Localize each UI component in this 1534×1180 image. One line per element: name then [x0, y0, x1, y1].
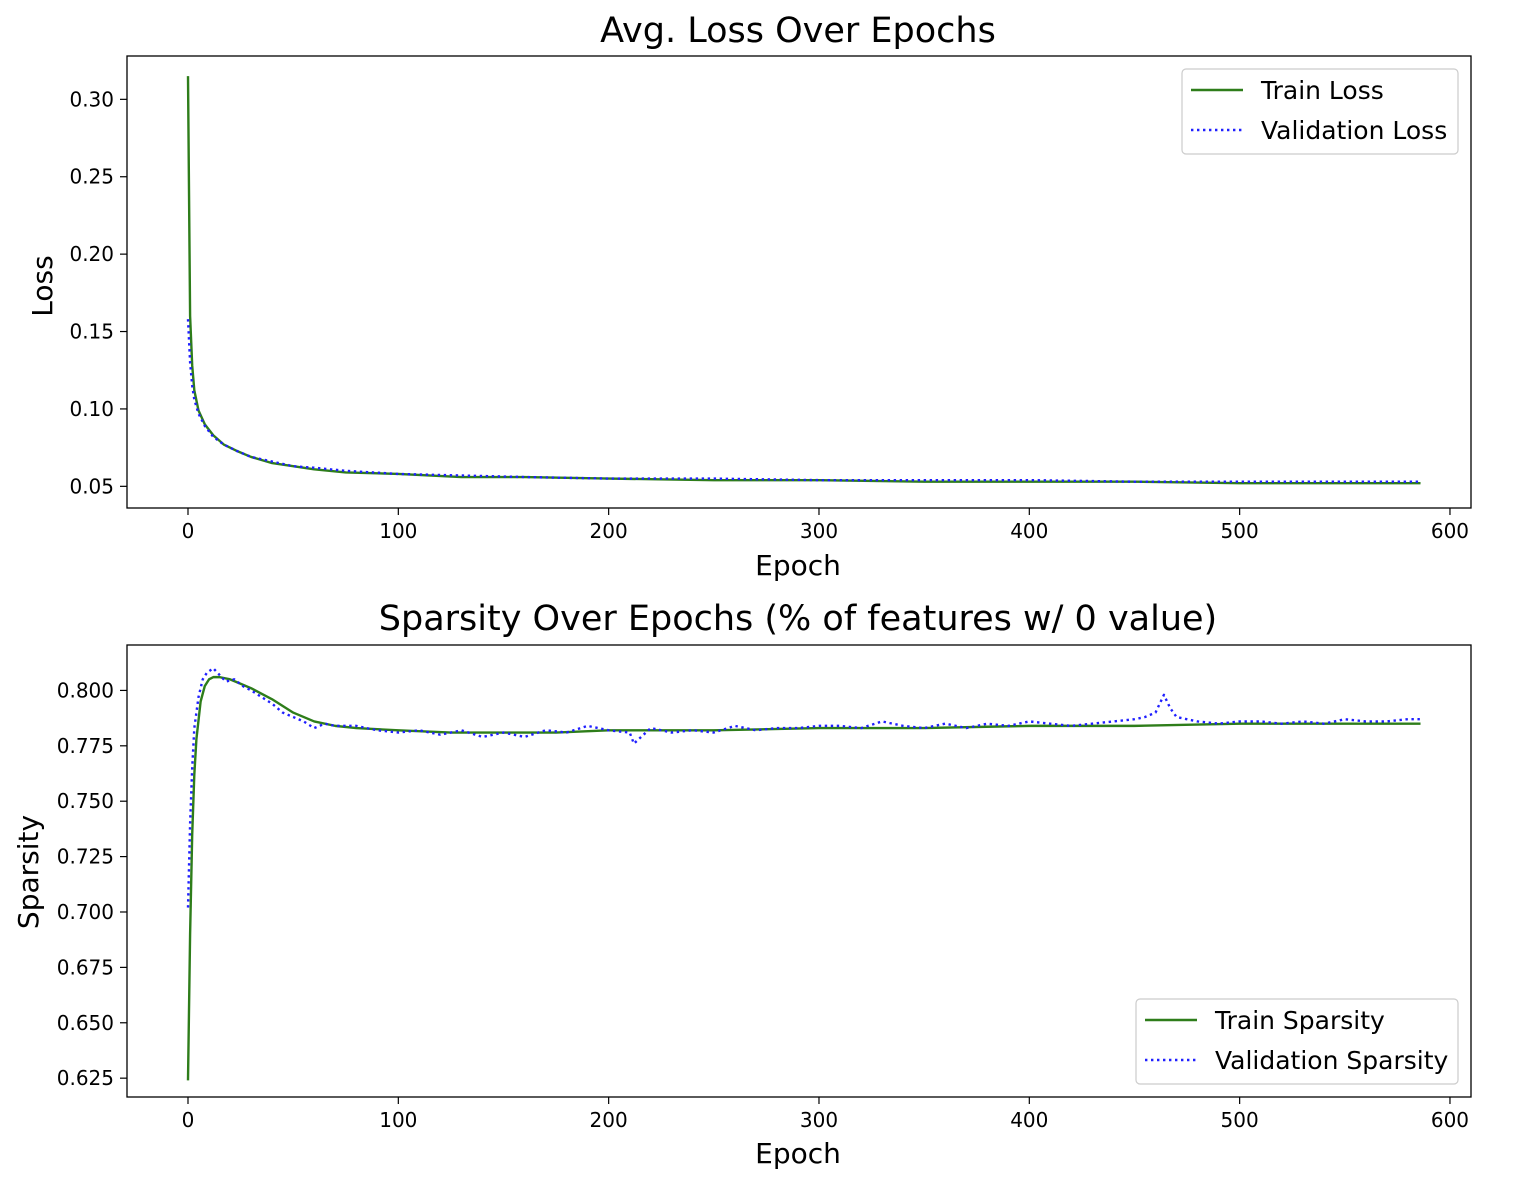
- loss-chart: Avg. Loss Over Epochs 0 100 200 300 400 500 60…: [26, 11, 1472, 582]
- loss-series-validation-line: [186, 319, 1421, 483]
- sparsity-y-tick-label: 0.775: [57, 734, 114, 758]
- sparsity-chart: Sparsity Over Epochs (% of features w/ 0…: [12, 599, 1472, 1170]
- sparsity-axes-frame: [126, 644, 1472, 1098]
- loss-legend-label: Validation Loss: [1261, 116, 1447, 145]
- loss-chart-title: Avg. Loss Over Epochs: [600, 11, 996, 51]
- sparsity-legend-label: Validation Sparsity: [1215, 1046, 1449, 1075]
- loss-y-tick-label: 0.25: [69, 165, 114, 189]
- loss-legend-label: Train Loss: [1260, 76, 1384, 105]
- sparsity-legend-box: [1135, 998, 1459, 1085]
- sparsity-legend: Train Sparsity Validation Sparsity: [1135, 998, 1459, 1085]
- sparsity-legend-label: Train Sparsity: [1214, 1006, 1385, 1035]
- sparsity-y-tick-label: 0.625: [57, 1066, 114, 1090]
- sparsity-series-validation-line: [186, 667, 1421, 908]
- sparsity-x-axis-label: Epoch: [755, 1137, 841, 1170]
- loss-y-axis: 0.05 0.10 0.15 0.20 0.25 0.30: [69, 87, 127, 498]
- loss-y-tick-label: 0.20: [69, 242, 114, 266]
- sparsity-x-tick-label: 100: [379, 1108, 417, 1132]
- sparsity-y-tick-label: 0.700: [57, 900, 114, 924]
- sparsity-y-tick-label: 0.725: [57, 845, 114, 869]
- loss-x-axis-label: Epoch: [755, 549, 841, 582]
- loss-x-tick-label: 100: [379, 519, 417, 543]
- sparsity-chart-title: Sparsity Over Epochs (% of features w/ 0…: [379, 599, 1217, 639]
- loss-series-train-line: [186, 76, 1421, 485]
- sparsity-x-axis: 0 100 200 300 400 500 600: [182, 1097, 1469, 1132]
- loss-axes-frame: [126, 55, 1472, 509]
- sparsity-x-tick-label: 500: [1221, 1108, 1259, 1132]
- loss-x-tick-label: 200: [590, 519, 628, 543]
- loss-x-tick-label: 0: [182, 519, 195, 543]
- loss-x-tick-label: 600: [1431, 519, 1469, 543]
- sparsity-series-train-line: [186, 675, 1421, 1081]
- loss-x-tick-label: 300: [800, 519, 838, 543]
- loss-legend-box: [1181, 68, 1459, 155]
- loss-x-axis: 0 100 200 300 400 500 600: [182, 508, 1469, 543]
- loss-x-tick-label: 500: [1221, 519, 1259, 543]
- sparsity-x-tick-label: 300: [800, 1108, 838, 1132]
- sparsity-plot-area: [186, 667, 1421, 1081]
- sparsity-x-tick-label: 200: [590, 1108, 628, 1132]
- sparsity-y-axis-label: Sparsity: [12, 815, 45, 929]
- loss-x-tick-label: 400: [1010, 519, 1048, 543]
- sparsity-x-tick-label: 400: [1010, 1108, 1048, 1132]
- loss-y-axis-label: Loss: [26, 255, 59, 316]
- loss-y-tick-label: 0.10: [69, 397, 114, 421]
- sparsity-y-tick-label: 0.750: [57, 789, 114, 813]
- sparsity-y-tick-label: 0.650: [57, 1011, 114, 1035]
- sparsity-x-tick-label: 0: [182, 1108, 195, 1132]
- sparsity-y-tick-label: 0.675: [57, 955, 114, 979]
- sparsity-y-tick-label: 0.800: [57, 678, 114, 702]
- loss-y-tick-label: 0.15: [69, 320, 114, 344]
- loss-plot-area: [186, 76, 1421, 485]
- loss-y-tick-label: 0.05: [69, 474, 114, 498]
- loss-legend: Train Loss Validation Loss: [1181, 68, 1459, 155]
- sparsity-x-tick-label: 600: [1431, 1108, 1469, 1132]
- loss-y-tick-label: 0.30: [69, 87, 114, 111]
- sparsity-y-axis: 0.625 0.650 0.675 0.700 0.725 0.750 0.775 0.800: [57, 678, 127, 1090]
